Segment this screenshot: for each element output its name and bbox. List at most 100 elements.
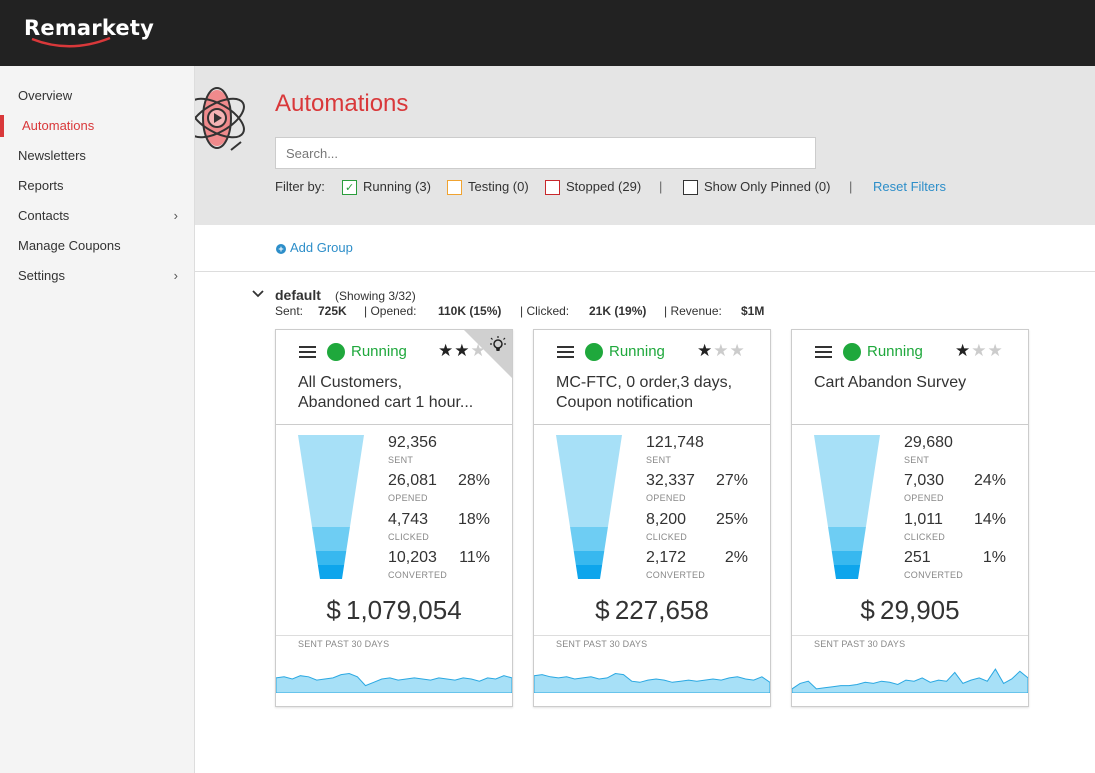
clicked-value: 21K (19%)	[589, 304, 647, 318]
sidebar-item-reports[interactable]: Reports	[0, 171, 194, 201]
automation-title[interactable]: Cart Abandon Survey	[814, 374, 967, 391]
divider	[276, 635, 512, 636]
filter-running-label[interactable]: Running (3)	[363, 179, 431, 194]
automation-title[interactable]: MC-FTC, 0 order,3 days, Coupon notificat…	[556, 374, 733, 411]
opened-value: 32,337	[646, 472, 695, 489]
sidebar-item-contacts[interactable]: Contacts ›	[0, 201, 194, 231]
sparkline-label: SENT PAST 30 DAYS	[298, 639, 390, 649]
star-empty-icon[interactable]: ★	[987, 341, 1004, 360]
star-filled-icon[interactable]: ★	[438, 341, 455, 360]
top-bar: Remarkety	[0, 0, 1095, 66]
converted-label: CONVERTED	[646, 570, 706, 580]
sidebar-item-label: Manage Coupons	[18, 238, 121, 253]
sidebar-item-automations[interactable]: Automations	[0, 111, 194, 141]
automation-card[interactable]: Running ★★★ Cart Abandon Survey 29,680 SENT 7…	[791, 329, 1029, 707]
converted-value: 251	[904, 549, 931, 566]
sidebar-item-newsletters[interactable]: Newsletters	[0, 141, 194, 171]
hamburger-menu-icon[interactable]	[299, 346, 316, 358]
sent-value: 92,356	[388, 434, 437, 451]
sparkline-area	[792, 668, 1028, 693]
add-group-button[interactable]: + Add Group	[276, 240, 353, 255]
funnel-segment	[556, 435, 622, 527]
star-empty-icon[interactable]: ★	[729, 341, 746, 360]
status-running-icon	[585, 343, 603, 361]
reset-filters-link[interactable]: Reset Filters	[873, 179, 946, 194]
clicked-value: 4,743	[388, 511, 429, 528]
sidebar-item-label: Reports	[18, 178, 64, 193]
star-filled-icon[interactable]: ★	[454, 341, 471, 360]
automation-card[interactable]: Running ★★★ MC-FTC, 0 order,3 days, Coupon…	[533, 329, 771, 707]
sidebar-item-label: Settings	[18, 268, 65, 283]
clicked-percent: 14%	[973, 511, 1006, 528]
sidebar-item-label: Newsletters	[18, 148, 86, 163]
funnel-segment	[312, 527, 350, 551]
checkmark-icon: ✓	[345, 182, 355, 194]
card-header: Running ★★★ All Customers, Abandoned cart …	[276, 330, 512, 425]
clicked-value: 8,200	[646, 511, 687, 528]
pinned-lightbulb-icon[interactable]	[464, 330, 512, 378]
hamburger-menu-icon[interactable]	[815, 346, 832, 358]
sidebar-item-settings[interactable]: Settings ›	[0, 261, 194, 291]
star-filled-icon[interactable]: ★	[697, 341, 714, 360]
converted-label: CONVERTED	[388, 570, 448, 580]
opened-value: 7,030	[904, 472, 945, 489]
revenue-total: $ 29,905	[860, 595, 960, 625]
group-name[interactable]: default	[275, 287, 321, 303]
search-input[interactable]	[275, 137, 816, 169]
funnel-chart	[814, 435, 880, 579]
filter-pinned-label[interactable]: Show Only Pinned (0)	[704, 179, 831, 194]
star-filled-icon[interactable]: ★	[955, 341, 972, 360]
opened-percent: 27%	[715, 472, 748, 489]
funnel-segment	[298, 435, 364, 527]
sidebar-item-label: Overview	[18, 88, 73, 103]
clicked-label: CLICKED	[388, 532, 430, 542]
automation-title[interactable]: All Customers, Abandoned cart 1 hour...	[298, 374, 474, 411]
converted-value: 10,203	[388, 549, 437, 566]
rating-stars[interactable]: ★★★	[697, 341, 746, 361]
star-empty-icon[interactable]: ★	[713, 341, 730, 360]
chevron-right-icon: ›	[173, 208, 178, 223]
hamburger-menu-icon[interactable]	[557, 346, 574, 358]
card-header: Running ★★★ Cart Abandon Survey	[792, 330, 1028, 425]
sent-label: Sent:	[275, 304, 304, 318]
status-running-icon	[327, 343, 345, 361]
converted-percent: 11%	[459, 549, 490, 566]
converted-percent: 1%	[982, 549, 1006, 566]
status-running-icon	[843, 343, 861, 361]
status-label: Running	[609, 343, 665, 360]
filter-testing-label[interactable]: Testing (0)	[468, 179, 529, 194]
star-empty-icon[interactable]: ★	[971, 341, 988, 360]
clicked-label: CLICKED	[904, 532, 946, 542]
filter-pinned-checkbox[interactable]	[683, 180, 698, 195]
opened-value: 26,081	[388, 472, 437, 489]
filter-testing-checkbox[interactable]	[447, 180, 462, 195]
rating-stars[interactable]: ★★★	[438, 341, 487, 361]
filter-stopped-checkbox[interactable]	[545, 180, 560, 195]
filter-stopped-label[interactable]: Stopped (29)	[566, 179, 642, 194]
funnel-segment	[570, 527, 608, 551]
sidebar-item-label: Contacts	[18, 208, 70, 223]
funnel-segment	[814, 435, 880, 527]
sent-value: 121,748	[646, 434, 704, 451]
page-header: Automations Filter by: ✓ Running (3) Tes…	[195, 66, 1095, 225]
sent-sparkline	[534, 672, 770, 693]
funnel-chart	[556, 435, 622, 579]
automation-atom-icon	[195, 87, 245, 151]
sidebar-item-manage-coupons[interactable]: Manage Coupons	[0, 231, 194, 261]
chevron-down-icon[interactable]	[251, 287, 265, 301]
revenue-value: $1M	[741, 304, 765, 318]
funnel-segment	[315, 551, 347, 565]
clicked-percent: 25%	[715, 511, 748, 528]
page-title: Automations	[275, 90, 409, 117]
sent-sparkline	[276, 672, 512, 693]
automation-card[interactable]: Running ★★★ All Customers, Abandoned cart …	[275, 329, 513, 707]
sidebar-item-overview[interactable]: Overview	[0, 81, 194, 111]
app-logo[interactable]: Remarkety	[24, 16, 154, 40]
group-count: (Showing 3/32)	[335, 289, 416, 303]
funnel-segment	[573, 551, 605, 565]
status-label: Running	[867, 343, 923, 360]
filter-running-checkbox[interactable]: ✓	[342, 180, 357, 195]
funnel-segment	[833, 565, 861, 579]
clicked-value: 1,011	[904, 511, 943, 528]
rating-stars[interactable]: ★★★	[955, 341, 1004, 361]
